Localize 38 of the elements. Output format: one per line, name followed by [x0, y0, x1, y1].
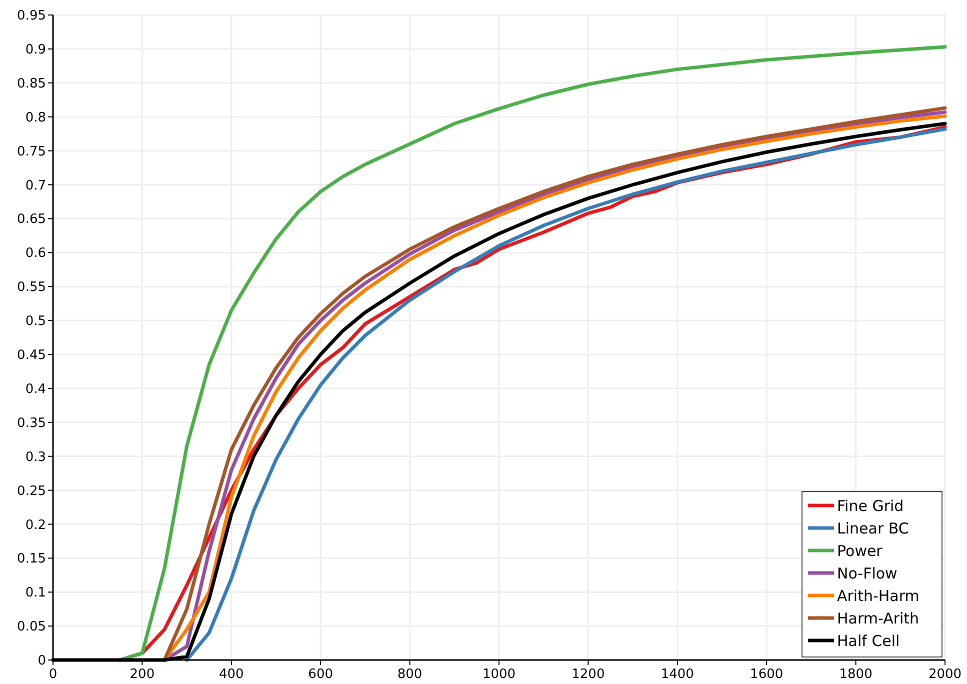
x-tick-label: 1800 — [839, 667, 872, 682]
x-tick-label: 0 — [48, 667, 58, 682]
y-tick-label: 0.7 — [25, 178, 46, 194]
y-tick-label: 0.85 — [17, 76, 46, 92]
legend-label: Arith-Harm — [837, 586, 920, 605]
x-tick-label: 1000 — [482, 667, 516, 682]
legend-label: Linear BC — [837, 519, 909, 538]
legend-label: Half Cell — [837, 632, 900, 650]
y-tick-label: 0.1 — [25, 586, 46, 601]
x-tick-label: 400 — [218, 667, 244, 682]
x-tick-label: 800 — [397, 667, 422, 682]
x-tick-label: 1400 — [660, 667, 694, 682]
x-tick-label: 2000 — [928, 667, 962, 682]
y-tick-label: 0.4 — [25, 382, 46, 397]
y-tick-label: 0.5 — [25, 314, 46, 330]
x-tick-label: 600 — [308, 667, 334, 682]
legend-label: Power — [837, 542, 884, 560]
y-tick-label: 0.95 — [17, 8, 46, 24]
y-tick-label: 0.3 — [25, 450, 46, 465]
y-tick-label: 0.75 — [17, 144, 46, 160]
y-tick-label: 0.9 — [25, 42, 46, 58]
y-tick-label: 0.35 — [17, 416, 46, 431]
y-tick-label: 0.2 — [25, 518, 46, 533]
y-tick-label: 0.65 — [17, 212, 46, 228]
y-tick-label: 0.25 — [17, 484, 46, 499]
y-tick-label: 0.15 — [17, 552, 46, 567]
y-tick-label: 0.8 — [25, 110, 46, 126]
legend-label: Harm-Arith — [837, 609, 920, 628]
legend-label: Fine Grid — [837, 496, 904, 515]
y-tick-label: 0.05 — [17, 620, 46, 635]
legend-label: No-Flow — [837, 564, 898, 582]
x-tick-label: 200 — [130, 667, 155, 682]
y-tick-label: 0.55 — [17, 280, 46, 296]
y-tick-label: 0.6 — [25, 246, 46, 262]
x-tick-label: 1600 — [750, 667, 784, 682]
y-tick-label: 0.45 — [17, 348, 46, 364]
x-tick-label: 1200 — [572, 667, 605, 682]
y-tick-label: 0 — [38, 654, 46, 669]
